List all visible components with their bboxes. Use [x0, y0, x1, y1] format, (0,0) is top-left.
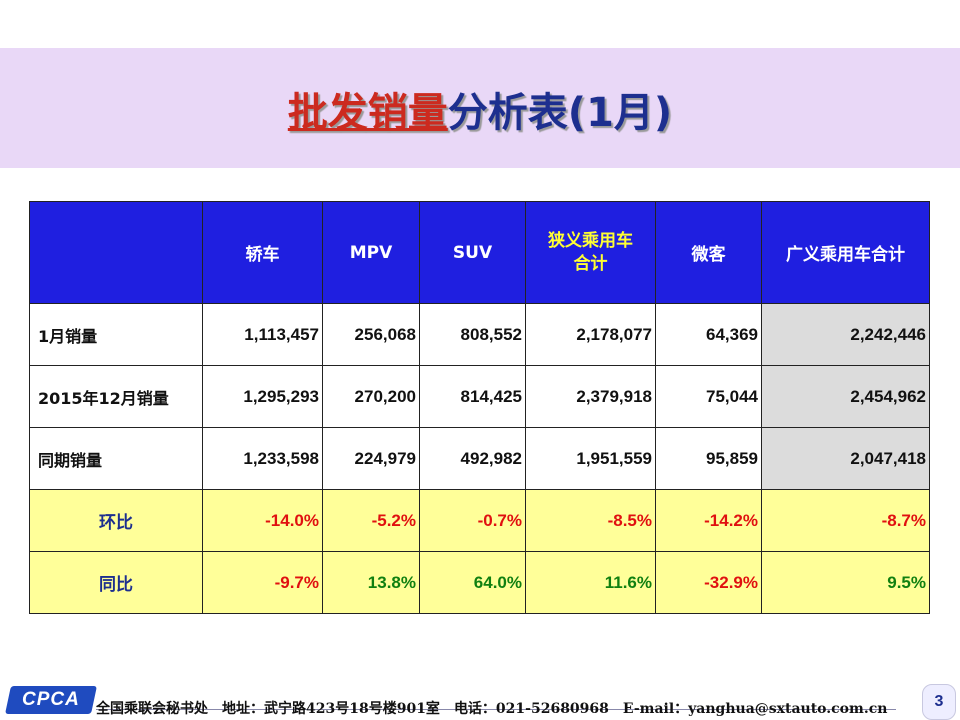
table-cell: 95,859 — [655, 427, 762, 490]
table-cell: -14.0% — [202, 489, 323, 552]
page-title: 批发销量分析表(1月) — [0, 88, 960, 138]
table-cell: 75,044 — [655, 365, 762, 428]
table-header-row: 轿车 MPV SUV 狭义乘用车 合计 微客 广义乘用车合计 — [29, 201, 930, 304]
footer-org: 全国乘联会秘书处 — [96, 701, 208, 717]
footer-contact: 全国乘联会秘书处 地址：武宁路423号18号楼901室 电话：021-5268096… — [96, 698, 887, 718]
header-cell-minivan: 微客 — [655, 201, 762, 304]
header-cell-sedan: 轿车 — [202, 201, 323, 304]
title-band — [0, 48, 960, 168]
table-cell: 1,113,457 — [202, 303, 323, 366]
header-narrow-line-2: 合计 — [573, 253, 608, 274]
footer-phone: 电话：021-52680968 — [453, 701, 609, 717]
header-cell-broad-total: 广义乘用车合计 — [761, 201, 930, 304]
title-part-2: 分析表(1月) — [447, 90, 673, 136]
table-cell-total: 2,047,418 — [761, 427, 930, 490]
sales-analysis-table: 轿车 MPV SUV 狭义乘用车 合计 微客 广义乘用车合计 1月销量 1,113… — [29, 201, 930, 614]
table-cell: 9.5% — [761, 551, 930, 614]
table-cell: 1,233,598 — [202, 427, 323, 490]
table-cell: 64.0% — [419, 551, 526, 614]
footer-divider — [96, 709, 896, 710]
row-label: 2015年12月销量 — [29, 365, 203, 428]
table-cell: 13.8% — [322, 551, 420, 614]
table-cell: 492,982 — [419, 427, 526, 490]
table-cell: 808,552 — [419, 303, 526, 366]
header-cell-narrow-total: 狭义乘用车 合计 — [525, 201, 656, 304]
header-cell-suv: SUV — [419, 201, 526, 304]
table-cell: -32.9% — [655, 551, 762, 614]
row-label: 环比 — [29, 489, 203, 552]
header-cell-mpv: MPV — [322, 201, 420, 304]
table-cell: 814,425 — [419, 365, 526, 428]
table-cell: -14.2% — [655, 489, 762, 552]
row-label: 1月销量 — [29, 303, 203, 366]
row-label: 同比 — [29, 551, 203, 614]
logo-text: CPCA — [22, 689, 80, 710]
table-cell: -9.7% — [202, 551, 323, 614]
table-cell: 11.6% — [525, 551, 656, 614]
table-cell-total: 2,454,962 — [761, 365, 930, 428]
table-cell: 256,068 — [322, 303, 420, 366]
table-cell: 1,951,559 — [525, 427, 656, 490]
table-row: 同期销量 1,233,598 224,979 492,982 1,951,559… — [29, 427, 930, 490]
table-cell: -8.7% — [761, 489, 930, 552]
table-row: 1月销量 1,113,457 256,068 808,552 2,178,077… — [29, 303, 930, 366]
table-cell: 2,379,918 — [525, 365, 656, 428]
table-cell: -5.2% — [322, 489, 420, 552]
table-row: 2015年12月销量 1,295,293 270,200 814,425 2,3… — [29, 365, 930, 428]
header-cell-empty — [29, 201, 203, 304]
table-cell: 270,200 — [322, 365, 420, 428]
table-row-ratio: 环比 -14.0% -5.2% -0.7% -8.5% -14.2% -8.7% — [29, 489, 930, 552]
cpca-logo: CPCA — [5, 686, 97, 714]
table-cell: 2,178,077 — [525, 303, 656, 366]
footer-address: 地址：武宁路423号18号楼901室 — [222, 701, 440, 717]
table-cell: -0.7% — [419, 489, 526, 552]
title-part-1: 批发销量 — [287, 90, 448, 136]
row-label: 同期销量 — [29, 427, 203, 490]
header-narrow-line-1: 狭义乘用车 — [548, 230, 633, 251]
footer-email: E-mail：yanghua@sxtauto.com.cn — [622, 701, 888, 717]
table-cell-total: 2,242,446 — [761, 303, 930, 366]
table-cell: 64,369 — [655, 303, 762, 366]
table-cell: 1,295,293 — [202, 365, 323, 428]
table-cell: 224,979 — [322, 427, 420, 490]
table-cell: -8.5% — [525, 489, 656, 552]
table-row-ratio: 同比 -9.7% 13.8% 64.0% 11.6% -32.9% 9.5% — [29, 551, 930, 614]
page-number: 3 — [922, 684, 956, 720]
